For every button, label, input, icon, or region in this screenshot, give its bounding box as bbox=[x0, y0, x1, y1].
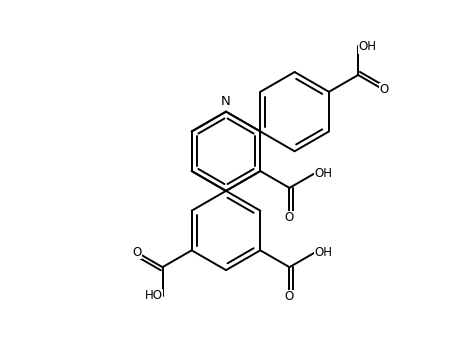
Text: HO: HO bbox=[144, 289, 162, 302]
Text: O: O bbox=[284, 290, 294, 303]
Text: OH: OH bbox=[313, 167, 331, 180]
Text: N: N bbox=[221, 96, 230, 108]
Text: OH: OH bbox=[357, 40, 375, 53]
Text: O: O bbox=[132, 246, 141, 259]
Text: O: O bbox=[378, 83, 387, 96]
Text: OH: OH bbox=[313, 246, 331, 260]
Text: O: O bbox=[284, 211, 294, 224]
